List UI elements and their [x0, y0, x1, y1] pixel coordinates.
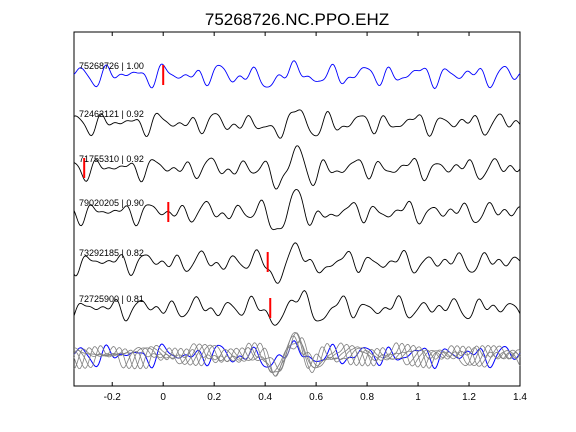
plot-area: 75268726 | 1.00 72462121 | 0.92 71755310 |…	[73, 31, 527, 403]
x-tick-label-5: 0.8	[360, 392, 374, 403]
x-tick-label-8: 1.4	[513, 392, 527, 403]
overlay-trace-71755310	[73, 332, 521, 377]
trace-71755310	[73, 145, 521, 190]
trace-75268726	[73, 60, 521, 90]
trace-73292185	[73, 242, 521, 284]
x-tick-label-7: 1.2	[462, 392, 476, 403]
x-tick-label-4: 0.6	[309, 392, 323, 403]
x-tick-label-2: 0.2	[207, 392, 221, 403]
trace-label-75268726: 75268726 | 1.00	[79, 61, 144, 71]
trace-79020205	[73, 189, 521, 231]
chart-title: 75268726.NC.PPO.EHZ	[205, 10, 389, 29]
trace-72462121	[73, 109, 521, 139]
axes-box	[73, 31, 521, 387]
trace-label-79020205: 79020205 | 0.90	[79, 198, 144, 208]
x-axis-ticks: -0.2 0 0.2 0.4 0.6 0.8 1 1.2 1.4	[104, 32, 527, 403]
trace-label-72725900: 72725900 | 0.81	[79, 294, 144, 304]
trace-label-71755310: 71755310 | 0.92	[79, 154, 144, 164]
overlay-trace-72725900	[73, 337, 521, 373]
trace-label-73292185: 73292185 | 0.82	[79, 248, 144, 258]
picks-layer	[83, 65, 272, 318]
x-tick-label-6: 1	[415, 392, 421, 403]
trace-72725900	[73, 290, 521, 326]
trace-label-72462121: 72462121 | 0.92	[79, 109, 144, 119]
x-tick-label-3: 0.4	[258, 392, 272, 403]
x-tick-label-1: 0	[160, 392, 166, 403]
traces-layer	[73, 60, 521, 377]
labels-layer: 75268726 | 1.00 72462121 | 0.92 71755310 |…	[79, 61, 144, 304]
x-tick-label-0: -0.2	[104, 392, 122, 403]
